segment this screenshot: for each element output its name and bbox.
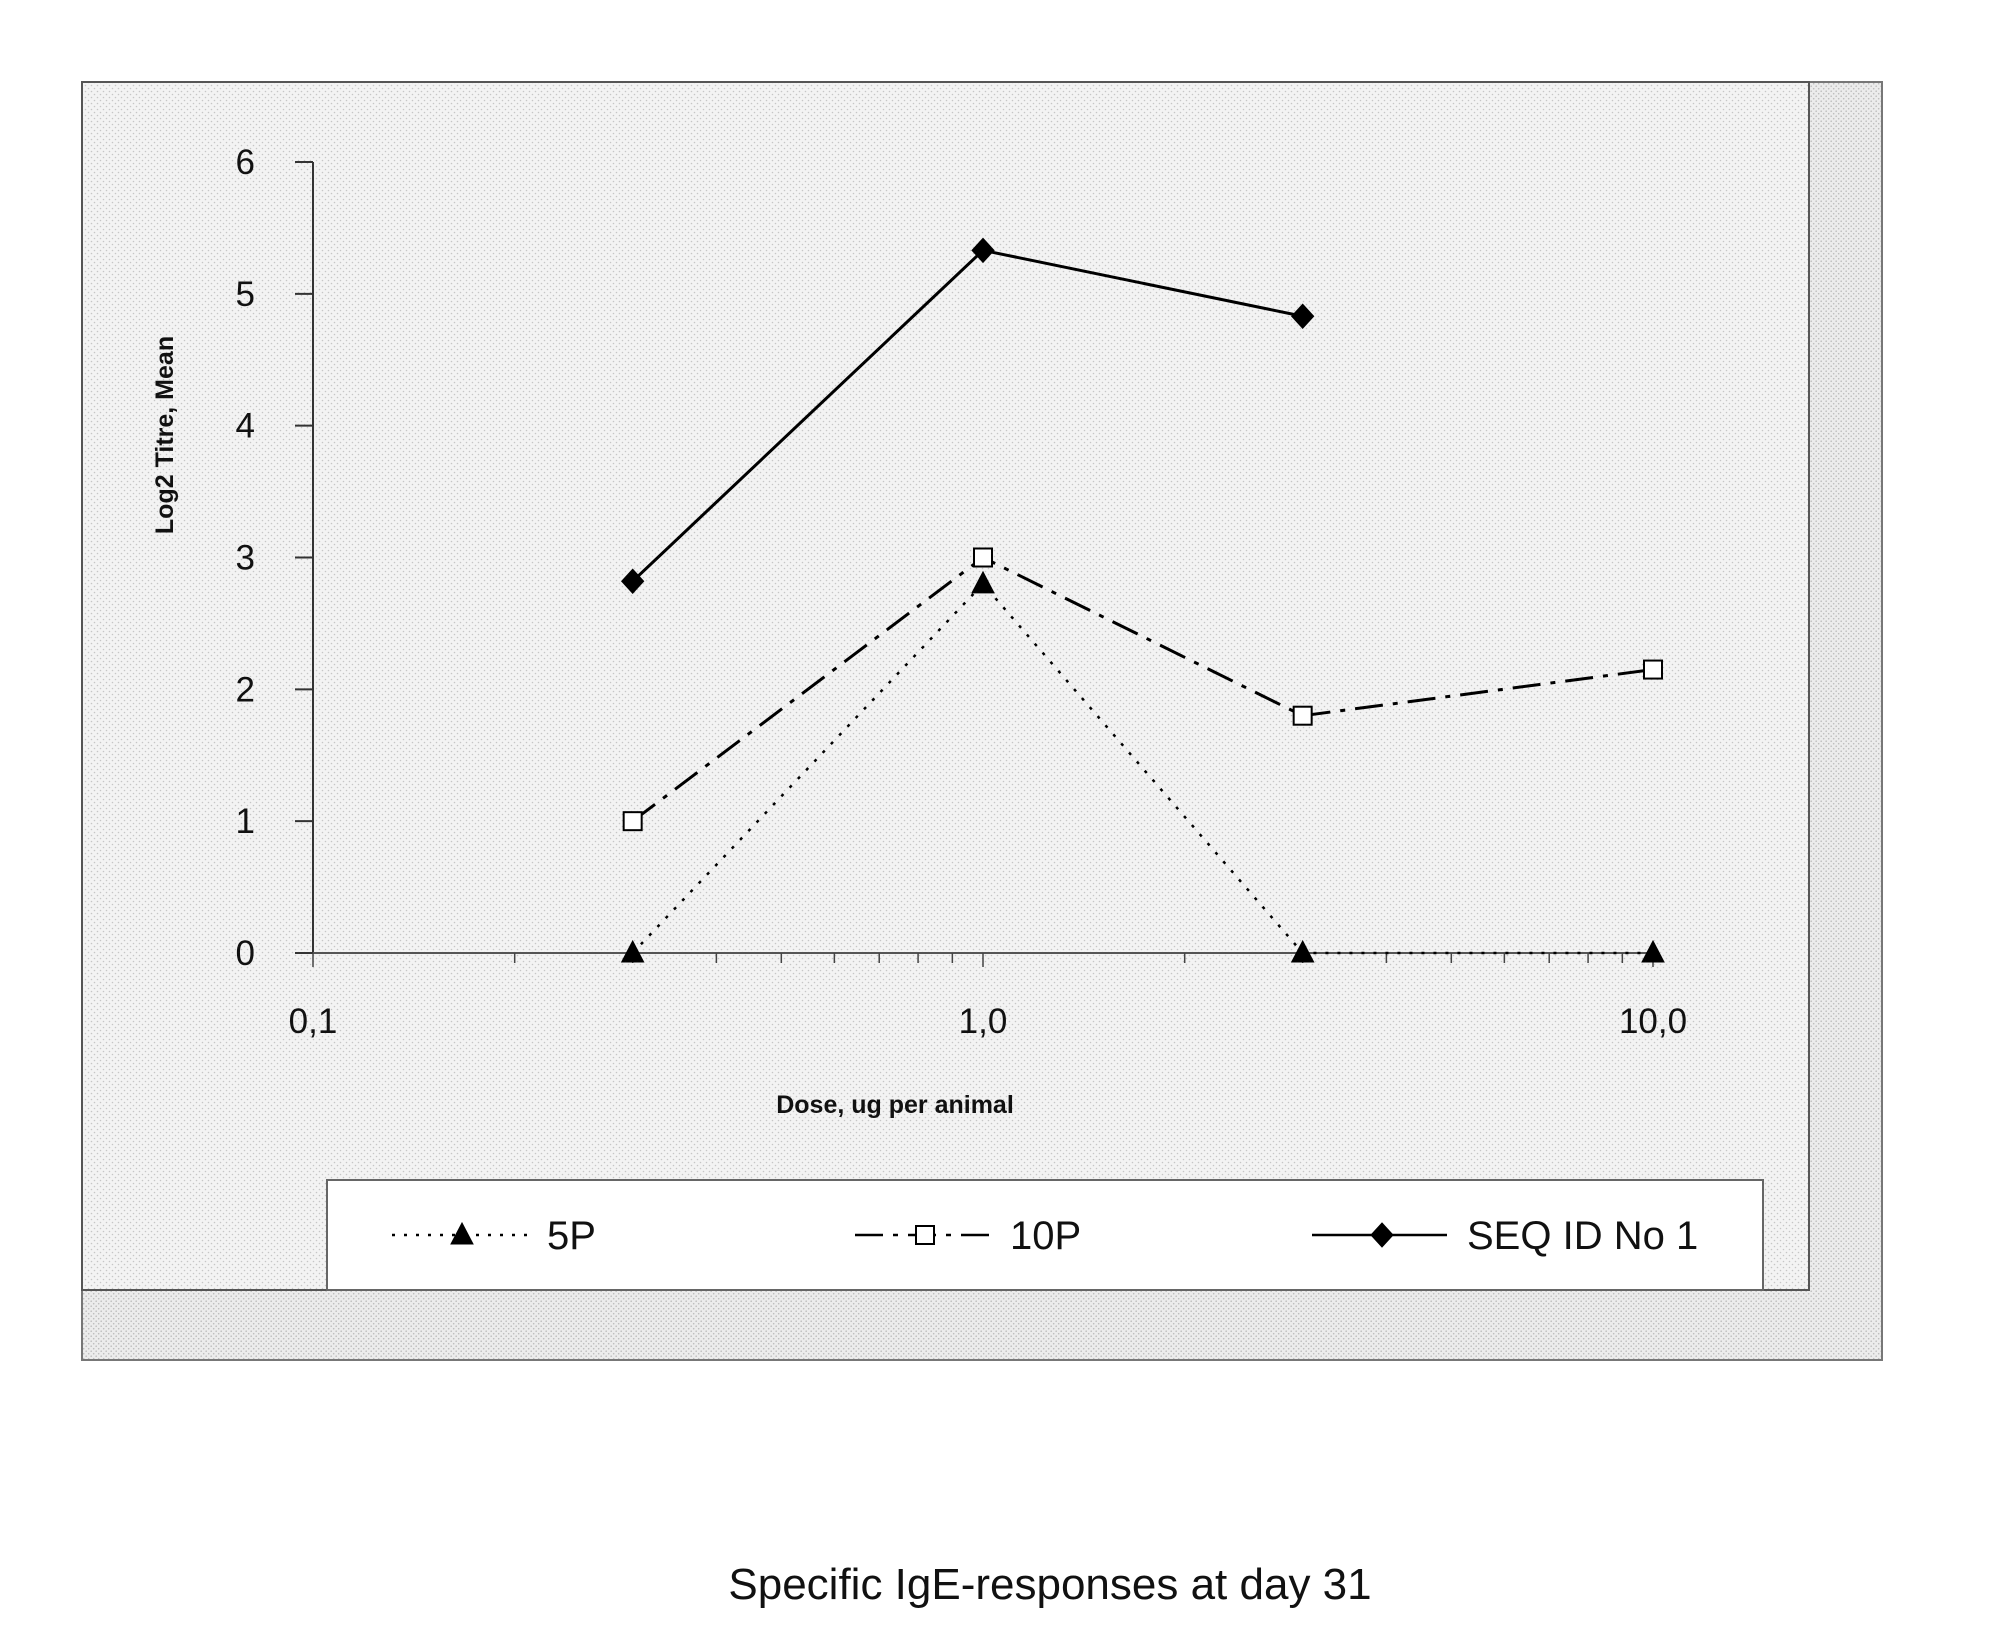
y-tick-label: 0 — [236, 934, 255, 973]
legend-label-5p: 5P — [547, 1214, 596, 1258]
legend-label-10p: 10P — [1010, 1214, 1081, 1258]
data-point-10p — [974, 549, 992, 567]
y-tick-label: 3 — [236, 539, 255, 578]
y-tick-label: 5 — [236, 275, 255, 314]
y-axis-title: Log2 Titre, Mean — [151, 336, 179, 534]
x-tick-label: 10,0 — [1619, 1002, 1687, 1041]
y-tick-label: 2 — [236, 670, 255, 709]
legend-marker-10p — [916, 1226, 934, 1244]
x-tick-label: 0,1 — [289, 1002, 338, 1041]
y-tick-label: 6 — [236, 143, 255, 182]
legend-label-seq-id-no-1: SEQ ID No 1 — [1467, 1214, 1698, 1258]
x-tick-label: 1,0 — [959, 1002, 1008, 1041]
x-axis-title: Dose, ug per animal — [776, 1091, 1014, 1119]
data-point-10p — [624, 812, 642, 830]
data-point-10p — [1644, 661, 1662, 679]
figure-caption: Specific IgE-responses at day 31 — [0, 1560, 1995, 1610]
y-tick-label: 4 — [236, 407, 255, 446]
y-tick-label: 1 — [236, 802, 255, 841]
data-point-10p — [1294, 707, 1312, 725]
